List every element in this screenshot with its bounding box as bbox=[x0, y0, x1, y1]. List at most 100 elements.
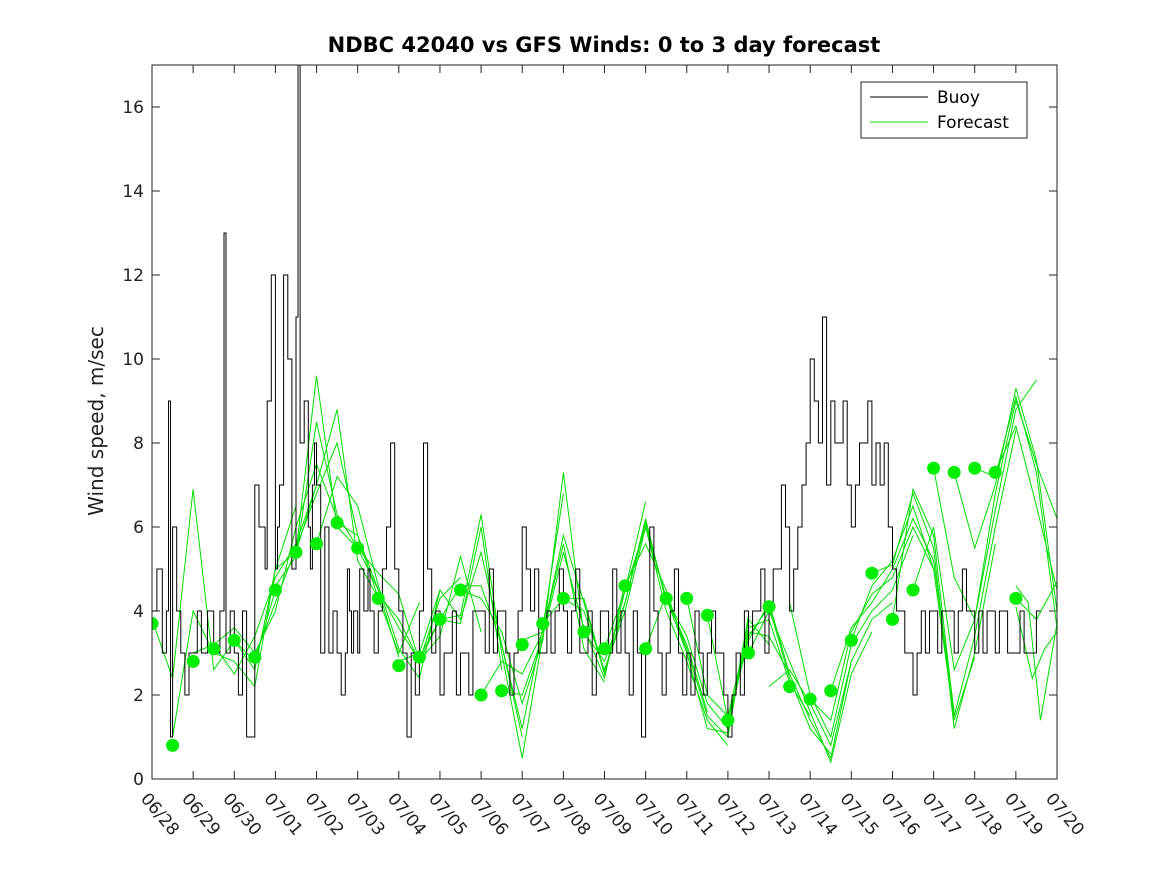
y-tick-label: 2 bbox=[133, 686, 144, 706]
forecast-marker-point bbox=[762, 600, 776, 614]
forecast-marker-point bbox=[268, 583, 282, 597]
x-tick-label: 07/19 bbox=[1000, 789, 1047, 839]
x-tick-label: 07/07 bbox=[506, 789, 553, 839]
forecast-series-line bbox=[933, 399, 1057, 622]
forecast-marker-point bbox=[310, 537, 324, 551]
forecast-marker-point bbox=[152, 617, 159, 631]
forecast-series-line bbox=[583, 520, 708, 712]
y-tick-label: 6 bbox=[133, 518, 144, 538]
forecast-series-line bbox=[994, 424, 1057, 591]
x-tick-label: 07/04 bbox=[383, 789, 430, 839]
y-tick-label: 10 bbox=[122, 350, 144, 370]
x-tick-label: 06/30 bbox=[218, 789, 265, 839]
forecast-marker-point bbox=[577, 625, 591, 639]
forecast-marker-point bbox=[474, 688, 488, 702]
forecast-marker-point bbox=[885, 612, 899, 626]
buoy-series-line bbox=[152, 65, 1041, 738]
forecast-series-line bbox=[398, 550, 523, 738]
forecast-marker-point bbox=[289, 545, 303, 559]
x-tick-label: 07/16 bbox=[877, 789, 924, 839]
forecast-marker-point bbox=[454, 583, 468, 597]
forecast-series-line bbox=[850, 504, 976, 721]
x-tick-label: 07/06 bbox=[465, 789, 512, 839]
x-tick-label: 07/17 bbox=[918, 789, 965, 839]
forecast-marker-point bbox=[227, 633, 241, 647]
forecast-marker-point bbox=[330, 516, 344, 530]
x-tick-labels: 06/2806/2906/3007/0107/0207/0307/0407/05… bbox=[136, 789, 1088, 839]
y-tick-labels: 0 2 4 6 8 10 12 14 16 bbox=[122, 98, 144, 790]
forecast-marker-point bbox=[392, 659, 406, 673]
x-tick-label: 07/11 bbox=[671, 789, 718, 839]
x-tick-label: 07/13 bbox=[753, 789, 800, 839]
x-tick-label: 07/03 bbox=[342, 789, 389, 839]
forecast-marker-point bbox=[865, 566, 879, 580]
forecast-marker-point bbox=[968, 461, 982, 475]
x-tick-label: 06/29 bbox=[177, 789, 224, 839]
axis-ticks bbox=[151, 65, 1058, 780]
y-tick-label: 12 bbox=[122, 266, 144, 286]
forecast-series-line bbox=[953, 388, 1057, 612]
plot-frame bbox=[151, 64, 1058, 780]
x-tick-label: 07/05 bbox=[424, 789, 471, 839]
y-tick-label: 4 bbox=[133, 602, 144, 622]
forecast-marker-point bbox=[371, 591, 385, 605]
forecast-marker-point bbox=[515, 638, 529, 652]
forecast-series-line bbox=[624, 542, 749, 734]
forecast-marker-point bbox=[803, 692, 817, 706]
forecast-marker-point bbox=[680, 591, 694, 605]
x-tick-label: 06/28 bbox=[136, 789, 183, 839]
forecast-series-line bbox=[460, 472, 585, 706]
forecast-marker-point bbox=[947, 465, 961, 479]
forecast-marker-point bbox=[988, 465, 1002, 479]
legend: Buoy Forecast bbox=[860, 81, 1028, 139]
x-tick-label: 07/01 bbox=[260, 789, 307, 839]
forecast-marker-point bbox=[351, 541, 365, 555]
series-layer bbox=[152, 65, 1057, 764]
x-tick-label: 07/20 bbox=[1041, 789, 1088, 839]
forecast-marker-point bbox=[207, 642, 221, 656]
forecast-marker-point bbox=[783, 680, 797, 694]
forecast-marker-point bbox=[166, 738, 180, 752]
x-tick-label: 07/10 bbox=[630, 789, 677, 839]
forecast-series-line bbox=[336, 522, 461, 663]
x-tick-label: 07/15 bbox=[835, 789, 882, 839]
forecast-marker-point bbox=[700, 608, 714, 622]
chart-title: NDBC 42040 vs GFS Winds: 0 to 3 day fore… bbox=[328, 33, 881, 57]
y-tick-label: 0 bbox=[133, 770, 144, 790]
forecast-series-line bbox=[604, 525, 729, 746]
y-tick-label: 8 bbox=[133, 434, 144, 454]
forecast-marker-point bbox=[495, 684, 509, 698]
y-tick-label: 14 bbox=[122, 182, 144, 202]
x-tick-label: 07/09 bbox=[589, 789, 636, 839]
x-tick-label: 07/18 bbox=[959, 789, 1006, 839]
y-axis-label: Wind speed, m/sec bbox=[84, 326, 108, 516]
forecast-marker-point bbox=[618, 579, 632, 593]
forecast-marker-point bbox=[248, 650, 262, 664]
forecast-marker-point bbox=[536, 617, 550, 631]
forecast-marker-point bbox=[721, 713, 735, 727]
y-tick-label: 16 bbox=[122, 98, 144, 118]
forecast-marker-point bbox=[1009, 591, 1023, 605]
x-tick-label: 07/12 bbox=[712, 789, 759, 839]
legend-forecast-label: Forecast bbox=[937, 113, 1009, 133]
x-tick-label: 07/08 bbox=[548, 789, 595, 839]
forecast-marker-point bbox=[906, 583, 920, 597]
forecast-marker-point bbox=[556, 591, 570, 605]
forecast-marker-point bbox=[412, 650, 426, 664]
forecast-series-line bbox=[1015, 585, 1057, 721]
legend-buoy-label: Buoy bbox=[937, 88, 980, 108]
x-tick-label: 07/14 bbox=[794, 789, 841, 839]
forecast-marker-point bbox=[598, 642, 611, 656]
forecast-marker-point bbox=[927, 461, 941, 475]
forecast-series-line bbox=[974, 394, 1057, 628]
forecast-series-line bbox=[892, 430, 1017, 717]
forecast-marker-point bbox=[741, 646, 755, 660]
forecast-marker-point bbox=[186, 654, 200, 668]
forecast-marker-point bbox=[824, 684, 838, 698]
forecast-marker-point bbox=[433, 612, 447, 626]
x-tick-label: 07/02 bbox=[301, 789, 348, 839]
forecast-series-line bbox=[501, 552, 626, 696]
forecast-series-line bbox=[768, 602, 893, 747]
